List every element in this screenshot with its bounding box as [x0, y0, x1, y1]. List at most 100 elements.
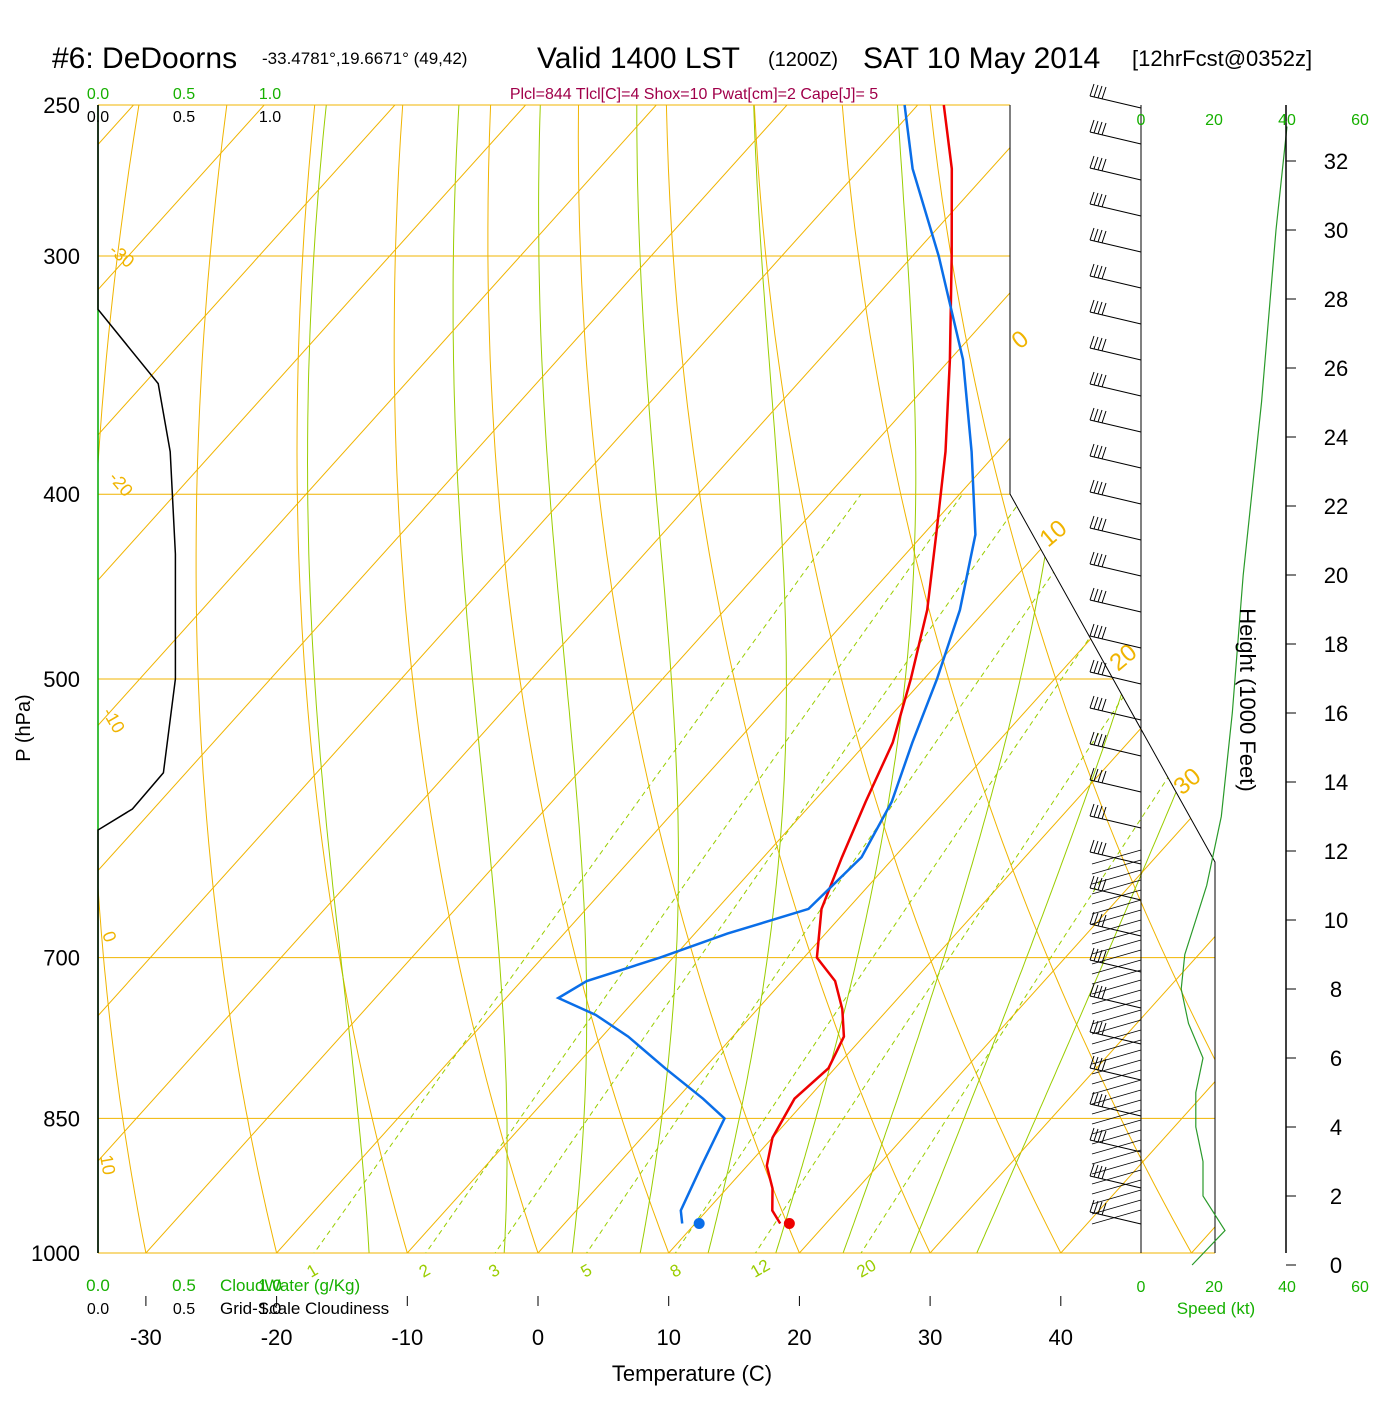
stability-indices: Plcl=844 Tlcl[C]=4 Shox=10 Pwat[cm]=2 Ca… [510, 86, 878, 103]
height-tick-label: 32 [1324, 149, 1348, 174]
x-tick-label: -10 [391, 1325, 423, 1350]
isotherm-line [0, 71, 1079, 1293]
wind-barb-feather [1098, 446, 1102, 458]
wind-barb-feather [1102, 627, 1106, 639]
wind-barb-feather [1098, 266, 1102, 278]
isotherm-line [0, 71, 948, 1293]
wind-barb-feather [1090, 660, 1094, 672]
wind-barb-feather [1090, 876, 1094, 888]
wind-barb-feather [1090, 84, 1094, 96]
mixing-ratio-label: 2 [416, 1260, 434, 1281]
wind-barb-feather [1094, 481, 1098, 493]
wind-barb-feather [1090, 264, 1094, 276]
height-tick-label: 28 [1324, 287, 1348, 312]
station-title: #6: DeDoorns [52, 42, 237, 75]
height-tick-label: 16 [1324, 701, 1348, 726]
cloudwater-label: CloudWater (g/Kg) [220, 1276, 360, 1295]
wind-barb-feather [1102, 519, 1106, 531]
mixing-ratio-label: 12 [747, 1256, 773, 1282]
dry-adiabat-line [196, 71, 287, 1293]
isotherm-line [1024, 71, 1400, 1293]
pressure-tick-label: 850 [43, 1106, 80, 1131]
cloudiness-tick-top: 1.0 [259, 109, 281, 126]
isotherm-label: -10 [99, 704, 129, 737]
wind-barb-feather [1094, 985, 1098, 997]
wind-barb-feather [1098, 662, 1102, 674]
speed-tick-bottom: 40 [1278, 1279, 1296, 1296]
wind-barb-feather [1094, 805, 1098, 817]
height-tick-label: 0 [1330, 1253, 1342, 1278]
speed-tick-bottom: 20 [1205, 1279, 1223, 1296]
wind-barb-feather [1098, 1094, 1102, 1106]
speed-tick-bottom: 60 [1351, 1279, 1369, 1296]
cloudiness-tick-top: 0.5 [173, 109, 195, 126]
speed-tick-top: 40 [1278, 112, 1296, 129]
wind-barb-feather [1094, 949, 1098, 961]
wind-barb-feather [1090, 120, 1094, 132]
mixing-ratio-lines [285, 494, 1354, 1293]
wind-barb-feather [1098, 554, 1102, 566]
wind-barb-feather [1094, 265, 1098, 277]
wind-barb-feather [1090, 1020, 1094, 1032]
wind-barb-feather [1102, 87, 1106, 99]
moist-adiabat-line [539, 71, 587, 1293]
x-tick-label: 40 [1049, 1325, 1073, 1350]
wind-barb-feather [1094, 697, 1098, 709]
wind-barb-feather [1102, 591, 1106, 603]
height-tick-label: 6 [1330, 1046, 1342, 1071]
moist-adiabat-line [698, 71, 787, 1293]
wind-barb-feather [1094, 157, 1098, 169]
cloudiness-tick-bottom: 0.5 [173, 1301, 195, 1318]
speed-tick-top: 20 [1205, 112, 1223, 129]
cloudiness-tick-top: 0.0 [87, 109, 109, 126]
wind-barb-feather [1102, 267, 1106, 279]
wind-barb-feather [1102, 447, 1106, 459]
x-tick-label: -20 [261, 1325, 293, 1350]
wind-barb-feather [1090, 444, 1094, 456]
height-tick-label: 26 [1324, 356, 1348, 381]
forecast-date: SAT 10 May 2014 [863, 42, 1100, 75]
wind-barb-feather [1090, 408, 1094, 420]
wind-barb-feather [1102, 1023, 1106, 1035]
wind-barb-feather [1094, 373, 1098, 385]
wind-barb-feather [1102, 555, 1106, 567]
x-tick-label: 10 [656, 1325, 680, 1350]
wind-barb-feather [1098, 158, 1102, 170]
wind-barb-feather [1102, 123, 1106, 135]
wind-barb-feather [1090, 1164, 1094, 1176]
wind-barb-feather [1098, 698, 1102, 710]
mixing-ratio-line [467, 494, 1025, 1293]
wind-barb-feather [1094, 625, 1098, 637]
wind-barb-feather [1094, 85, 1098, 97]
wind-barb-feather [1090, 588, 1094, 600]
wind-barb-feather [1102, 663, 1106, 675]
wind-barb-feather [1102, 195, 1106, 207]
wind-barb-feather [1102, 375, 1106, 387]
wind-barb-feather [1098, 1058, 1102, 1070]
height-tick-label: 20 [1324, 563, 1348, 588]
wind-barb-feather [1094, 229, 1098, 241]
mixing-ratio-line [649, 494, 1188, 1293]
wind-barb-feather [1098, 410, 1102, 422]
isotherm-label: -20 [105, 468, 137, 501]
cloudwater-tick-bottom: 0.0 [86, 1276, 110, 1295]
wind-barb-feather [1102, 771, 1106, 783]
mixing-ratio-line [285, 494, 861, 1293]
wind-barb-feather [1102, 411, 1106, 423]
dry-adiabat-line [488, 71, 684, 1293]
height-axis-label: Height (1000 Feet) [1235, 608, 1260, 791]
cloudwater-tick-bottom: 0.5 [172, 1276, 196, 1295]
height-tick-label: 24 [1324, 425, 1348, 450]
wind-barb-feather [1098, 626, 1102, 638]
x-tick-label: 20 [787, 1325, 811, 1350]
wind-barb-feather [1098, 122, 1102, 134]
wind-barb-feather [1094, 1129, 1098, 1141]
wind-barb-feather [1094, 553, 1098, 565]
wind-barb-feather [1098, 230, 1102, 242]
mixing-ratio-label: 3 [485, 1260, 503, 1281]
height-tick-label: 18 [1324, 632, 1348, 657]
valid-time: Valid 1400 LST [537, 42, 740, 75]
